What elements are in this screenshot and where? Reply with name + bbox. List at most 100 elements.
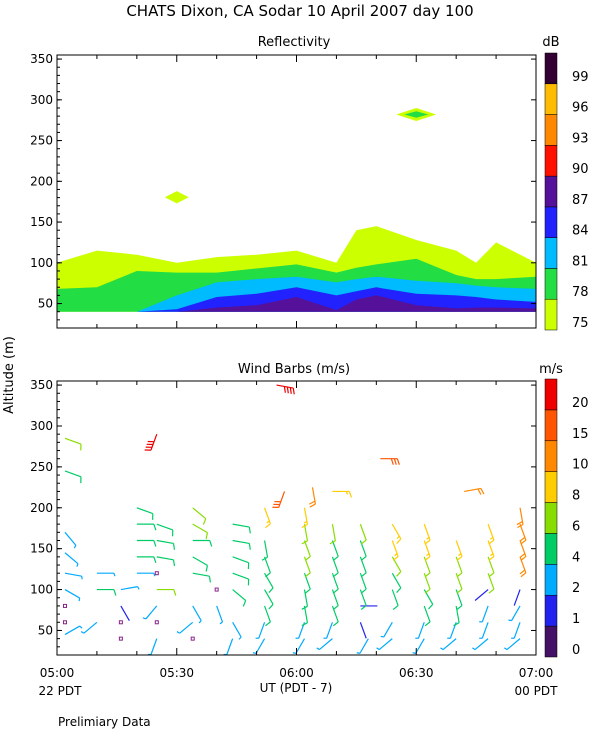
reflectivity-band-87 [57,295,536,312]
wind-barb [323,622,333,639]
reflectivity-y-tick-label: 150 [30,215,53,229]
windbarb-colorbar-swatch [544,409,558,442]
windbarb-plot: 50 100 150 200 250 300 350 05:00 05:30 06:00 06:30… [30,378,553,680]
wind-barb [192,507,207,525]
wind-barb [423,573,431,594]
wind-barb [479,605,489,623]
wind-barb [64,572,83,580]
reflectivity-colorbar-swatch [544,175,558,208]
wind-barb [136,523,157,531]
wind-barb [508,605,521,622]
wind-barb [176,621,194,634]
wind-barb [487,540,495,561]
wind-barb [359,556,367,578]
wind-barb [359,589,367,610]
wind-barb [192,605,202,624]
calm-marker [214,587,219,592]
reflectivity-y-tick-label: 300 [30,93,53,107]
wind-barb [232,523,251,534]
wind-barb [513,589,521,606]
reflectivity-colorbar-unit: dB [542,35,559,50]
footer-note: Prelimiary Data [58,715,151,729]
wind-barb [391,540,399,561]
wind-barb [303,556,311,578]
wind-barb [359,523,367,545]
windbarb-colorbar-swatch [544,440,558,472]
windbarb-colorbar-label: 4 [572,550,580,565]
windbarb-frame [56,380,537,656]
reflectivity-colorbar-label: 78 [572,285,589,300]
x-tick-label: 06:30 [399,666,434,680]
calm-marker [118,636,123,641]
wind-barb [519,556,527,578]
calm-marker [118,620,123,625]
right-date-label: 00 PDT [515,684,559,698]
windbarb-y-tick-label: 350 [30,378,53,392]
reflectivity-y-tick-label: 50 [38,297,53,311]
wind-barb [423,523,431,545]
wind-barb [440,638,457,651]
wind-barb [331,556,339,578]
wind-barb [391,572,402,594]
wind-barb [316,638,333,651]
wind-barb [423,556,431,578]
windbarb-y-tick-label: 300 [30,419,53,433]
wind-barb [255,622,266,639]
wind-barb [264,605,271,627]
wind-barb [142,605,158,620]
wind-barb [301,605,309,627]
wind-barb [216,605,224,625]
wind-barb [455,556,463,578]
reflectivity-colorbar-label: 87 [572,193,589,208]
reflectivity-colorbar-swatch [544,206,558,238]
windbarb-y-tick-label: 50 [38,623,53,637]
windbarb-y-tick-label: 200 [30,501,53,515]
reflectivity-plot: 50 100 150 200 250 300 350 [30,52,537,329]
reflectivity-y-tick-label: 200 [30,174,53,188]
wind-barb [156,523,174,537]
wind-barb [64,531,77,549]
wind-barb [332,490,352,498]
wind-barb [136,572,156,577]
windbarb-colorbar-label: 2 [572,581,580,596]
reflectivity-colorbar-label: 84 [572,224,589,239]
reflectivity-colorbar-swatch [544,237,558,269]
windbarb-colorbar-swatch [544,564,558,596]
reflectivity-colorbar-label: 99 [572,70,589,85]
reflectivity-colorbar-label: 96 [572,101,589,116]
windbarb-colorbar-label: 0 [572,643,580,658]
reflectivity-y-tick-label: 350 [30,52,53,66]
wind-barb [380,621,393,638]
wind-barb [232,589,247,607]
wind-barb [356,638,369,654]
wind-barb [136,556,157,564]
wind-barb [487,556,495,578]
windbarb-colorbar-label: 1 [572,612,580,627]
reflectivity-colorbar-label: 93 [572,131,589,146]
wind-barb [144,433,158,451]
windbarb-colorbar: 0 1 2 4 6 8 10 15 20 [544,378,589,658]
wind-barb [301,524,309,545]
reflectivity-colorbar-swatch [544,145,558,177]
wind-barb [232,539,251,550]
wind-barb [516,507,524,529]
calm-marker [190,636,195,641]
wind-barb [301,507,309,529]
wind-barb [192,556,209,572]
wind-barb [519,540,527,561]
wind-barb [156,556,176,567]
wind-barb [64,625,83,636]
wind-barb [303,540,311,561]
windbarb-colorbar-label: 15 [572,427,589,442]
wind-barb [264,507,271,529]
x-tick-label: 06:00 [279,666,314,680]
wind-barb [232,621,242,640]
reflectivity-colorbar-swatch [544,114,558,146]
wind-barb [252,638,266,654]
reflectivity-colorbar-swatch [544,83,558,115]
wind-barb [264,589,274,610]
wind-barb [303,573,311,594]
wind-barb [64,552,79,567]
windbarb-colorbar-unit: m/s [539,362,563,377]
